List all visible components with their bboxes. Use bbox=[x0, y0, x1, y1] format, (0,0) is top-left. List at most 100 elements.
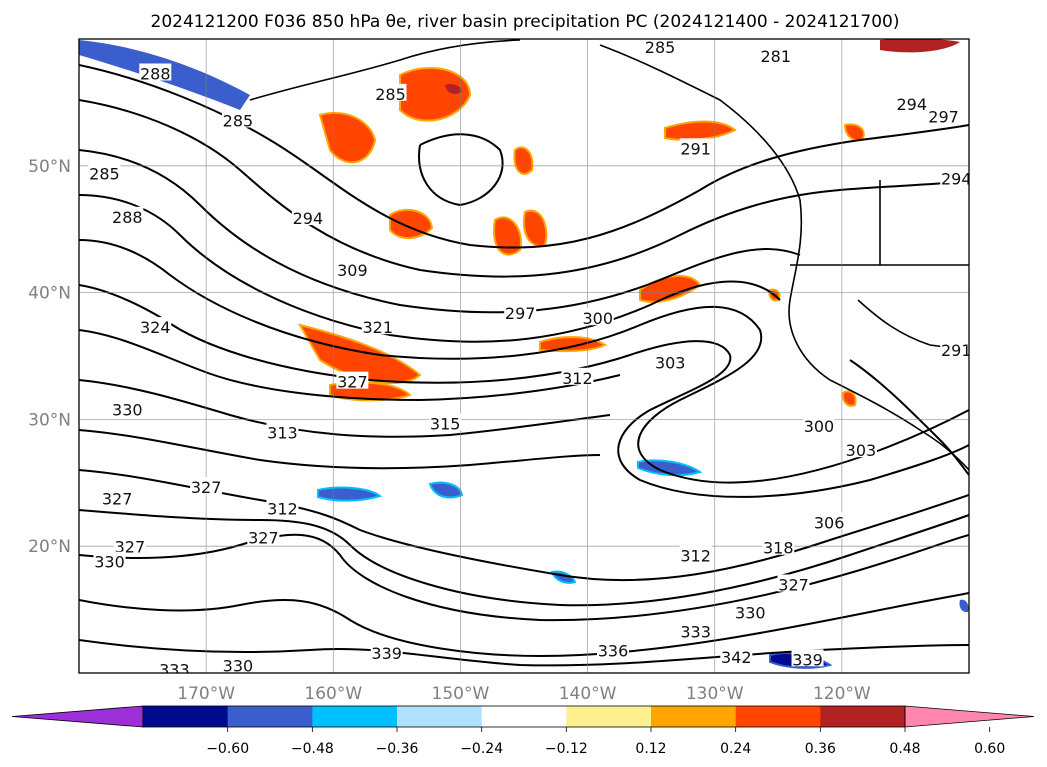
contour-label: 288 bbox=[112, 208, 143, 227]
contour-label: 294 bbox=[293, 209, 324, 228]
contour-label-bg bbox=[266, 422, 299, 440]
contour-label: 330 bbox=[94, 553, 125, 572]
colorbar-tick-label: 0.48 bbox=[889, 741, 920, 757]
map-frame bbox=[78, 38, 970, 674]
contour-label: 327 bbox=[102, 489, 133, 508]
contour-label-bg bbox=[291, 208, 324, 226]
colorbar-swatch bbox=[651, 706, 737, 727]
colorbar-swatch bbox=[397, 706, 483, 727]
contour-label: 333 bbox=[159, 660, 190, 679]
contour-label-bg bbox=[139, 63, 172, 81]
pos-patch bbox=[318, 112, 377, 164]
lon-tick-label: 140°W bbox=[559, 684, 617, 704]
contour-label-bg bbox=[139, 317, 172, 335]
contour-label: 288 bbox=[140, 65, 171, 84]
contour-label: 300 bbox=[582, 309, 613, 328]
coastlines bbox=[249, 39, 969, 471]
lon-tick-label: 160°W bbox=[304, 684, 362, 704]
contour-label-bg bbox=[429, 413, 462, 431]
contour-label-bg bbox=[361, 317, 394, 335]
contour-label-bg bbox=[802, 416, 835, 434]
contour-label: 327 bbox=[191, 478, 222, 497]
theta-e-contours bbox=[79, 64, 969, 667]
colorbar-swatch bbox=[566, 706, 652, 727]
lat-tick-label: 50°N bbox=[28, 157, 71, 177]
contour-label: 339 bbox=[371, 644, 402, 663]
lat-tick-label: 40°N bbox=[28, 284, 71, 304]
contour-label-bg bbox=[644, 39, 677, 54]
colorbar-tick-label: −0.60 bbox=[206, 741, 249, 757]
contour-label-bg bbox=[791, 649, 824, 667]
colorbar-tick-label: −0.24 bbox=[460, 741, 503, 757]
contour-label: 294 bbox=[941, 170, 972, 189]
colorbar-swatch bbox=[820, 706, 906, 727]
contour-label-bg bbox=[158, 659, 191, 673]
contour-label: 315 bbox=[430, 414, 461, 433]
pos-patch-strong bbox=[445, 83, 462, 94]
colorbar-extend-max bbox=[904, 705, 1035, 728]
contour-label: 303 bbox=[655, 354, 686, 373]
contour-label-bg bbox=[88, 163, 121, 181]
colorbar-frame bbox=[142, 705, 906, 728]
contour-label: 333 bbox=[680, 622, 711, 641]
colorbar-tick-label: 0.60 bbox=[974, 741, 1005, 757]
pos-patch bbox=[664, 120, 737, 141]
contour-label-bg bbox=[221, 110, 254, 128]
contour-label-bg bbox=[504, 303, 537, 321]
contour-label: 330 bbox=[223, 657, 254, 676]
colorbar-extend-min bbox=[11, 705, 144, 728]
colorbar-swatch bbox=[312, 706, 398, 727]
neg-patch bbox=[959, 599, 969, 613]
contour-label: 327 bbox=[778, 576, 809, 595]
contour-label-bg bbox=[266, 498, 299, 516]
contour-label: 309 bbox=[337, 261, 368, 280]
contour-label-bg bbox=[759, 45, 792, 63]
contour-label-bg bbox=[336, 260, 369, 278]
contour-label: 324 bbox=[140, 318, 171, 337]
contour-label: 321 bbox=[363, 318, 394, 337]
latitude-axis: 20°N 30°N 40°N 50°N bbox=[28, 157, 71, 557]
contour-label-bg bbox=[940, 168, 969, 186]
colorbar-tick-label: −0.48 bbox=[291, 741, 334, 757]
contour-label: 312 bbox=[562, 369, 593, 388]
contour-label-bg bbox=[561, 367, 594, 385]
contour-label: 285 bbox=[223, 111, 254, 130]
colorbar-tick-label: 0.12 bbox=[635, 741, 666, 757]
contour-label: 327 bbox=[337, 373, 368, 392]
contour-label-bg bbox=[844, 440, 877, 458]
contour-label-bg bbox=[679, 621, 712, 639]
colorbar-ticks: −0.60 −0.48 −0.36 −0.24 −0.12 0.12 0.24 0.36 0.4… bbox=[206, 727, 1005, 757]
pos-patch-strong bbox=[880, 39, 960, 53]
colorbar-tick-label: 0.24 bbox=[720, 741, 751, 757]
contour-label: 330 bbox=[112, 401, 143, 420]
chart-title: 2024121200 F036 850 hPa θe, river basin … bbox=[151, 12, 900, 32]
contour-label-bg bbox=[113, 536, 146, 554]
contour-label-bg bbox=[940, 339, 969, 357]
contour-label-bg bbox=[374, 83, 407, 101]
pos-patch bbox=[493, 216, 522, 256]
pos-patch bbox=[841, 390, 857, 407]
contour-label-bg bbox=[777, 574, 810, 592]
colorbar-tick-label: −0.12 bbox=[545, 741, 588, 757]
graticule bbox=[79, 39, 969, 673]
contour-label-bg bbox=[720, 646, 753, 664]
contour-label-bg bbox=[762, 537, 795, 555]
contour-label-bg bbox=[336, 371, 369, 389]
contour-label-bg bbox=[111, 399, 144, 417]
contour-label: 285 bbox=[89, 165, 120, 184]
colorbar-swatch bbox=[227, 706, 313, 727]
contour-label-bg bbox=[93, 551, 126, 569]
contour-label: 294 bbox=[897, 95, 928, 114]
colorbar-tick-label: 0.36 bbox=[805, 741, 836, 757]
contour-label: 312 bbox=[680, 546, 711, 565]
contour-label: 306 bbox=[814, 513, 845, 532]
contour-label: 330 bbox=[735, 603, 766, 622]
contour-labels: 288 285 285 288 294 285 309 321 324 327 330 313 315 3… bbox=[88, 38, 972, 679]
contour-label-bg bbox=[190, 476, 223, 494]
contour-label: 300 bbox=[804, 417, 835, 436]
pos-patch bbox=[399, 66, 472, 122]
contour-label: 285 bbox=[645, 38, 676, 57]
contour-label: 342 bbox=[721, 648, 752, 667]
contour-label: 297 bbox=[505, 304, 536, 323]
lat-tick-label: 20°N bbox=[28, 537, 71, 557]
